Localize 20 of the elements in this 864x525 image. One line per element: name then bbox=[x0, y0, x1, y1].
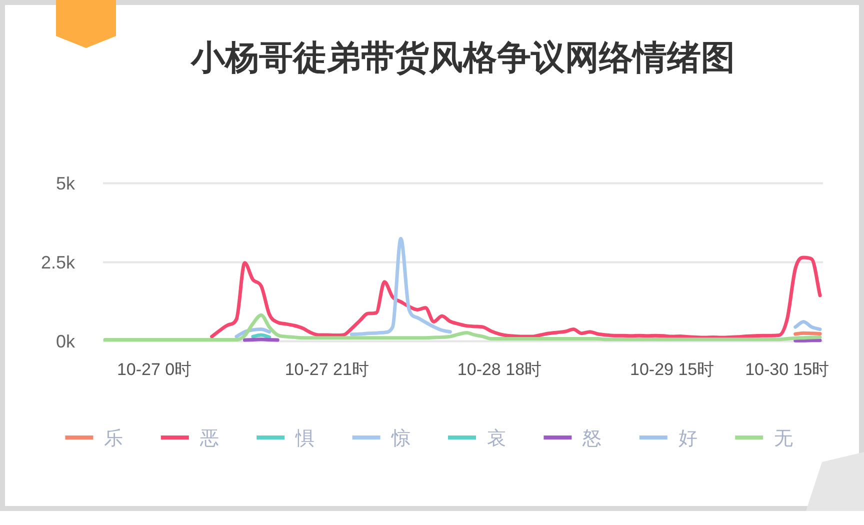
x-tick-label: 10-27 0时 bbox=[116, 360, 192, 379]
legend-label: 乐 bbox=[104, 428, 124, 450]
legend-label: 无 bbox=[774, 428, 794, 450]
x-tick-label: 10-27 21时 bbox=[284, 360, 369, 379]
legend-label: 恶 bbox=[198, 428, 219, 450]
legend-label: 哀 bbox=[487, 428, 506, 450]
legend-label: 惊 bbox=[390, 428, 410, 450]
line-series bbox=[103, 313, 822, 342]
line-series bbox=[350, 236, 452, 336]
x-tick-label: 10-28 18时 bbox=[457, 360, 542, 379]
y-tick-label: 0k bbox=[56, 331, 76, 352]
legend-label: 怒 bbox=[582, 428, 602, 450]
y-tick-label: 2.5k bbox=[40, 252, 76, 272]
line-series bbox=[210, 256, 822, 340]
legend-label: 好 bbox=[678, 428, 698, 450]
x-tick-label: 10-30 15时 bbox=[745, 360, 830, 379]
legend-label: 惧 bbox=[294, 428, 315, 450]
x-tick-label: 10-29 15时 bbox=[630, 360, 714, 379]
y-tick-label: 5k bbox=[56, 173, 76, 194]
chart-title: 小杨哥徒弟带货风格争议网络情绪图 bbox=[190, 39, 735, 77]
